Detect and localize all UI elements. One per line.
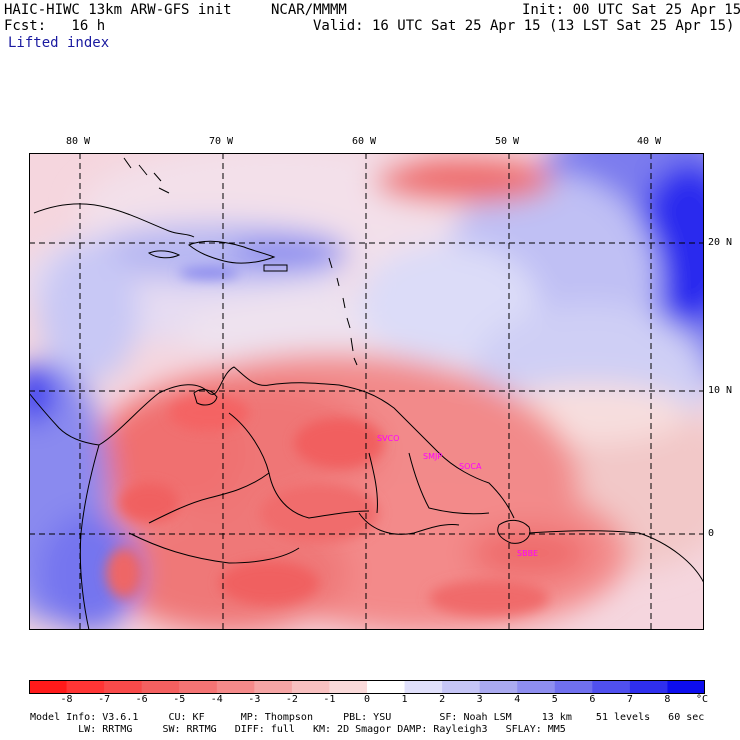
colorbar-tick-label: -5 bbox=[173, 694, 186, 705]
colorbar-swatch bbox=[29, 680, 68, 694]
lat-label-20n: 20 N bbox=[708, 237, 733, 248]
colorbar-tick-label: -7 bbox=[98, 694, 111, 705]
station-svco: SVCO bbox=[377, 434, 399, 443]
lifted-index-map: SVCO SMJP SOCA SBBE bbox=[29, 153, 704, 630]
graticule bbox=[29, 153, 704, 630]
colorbar-tick-label: 0 bbox=[363, 694, 371, 705]
station-soca: SOCA bbox=[459, 462, 482, 471]
colorbar-swatch bbox=[442, 680, 481, 694]
colorbar-tick-label: 1 bbox=[401, 694, 408, 705]
field-detail bbox=[106, 267, 549, 616]
colorbar-swatch bbox=[479, 680, 518, 694]
colorbar-swatch bbox=[141, 680, 180, 694]
colorbar-tick-label: 2 bbox=[439, 694, 446, 705]
colorbar-tick-label: 3 bbox=[476, 694, 483, 705]
lat-label-10n: 10 N bbox=[708, 385, 733, 396]
colorbar-tick-label: 4 bbox=[514, 694, 521, 705]
colorbar-swatch bbox=[254, 680, 293, 694]
colorbar-swatch bbox=[291, 680, 330, 694]
colorbar-swatch bbox=[554, 680, 593, 694]
colorbar-swatch bbox=[216, 680, 255, 694]
lon-label-50w: 50 W bbox=[495, 136, 520, 147]
model-title: HAIC-HIWC 13km ARW-GFS init bbox=[4, 2, 232, 18]
organization-label: NCAR/MMMM bbox=[271, 2, 347, 18]
colorbar-tick-label: -2 bbox=[285, 694, 298, 705]
colorbar-tick-label: -1 bbox=[323, 694, 336, 705]
colorbar-swatch bbox=[629, 680, 668, 694]
colorbar-tick-label: 5 bbox=[551, 694, 558, 705]
colorbar-swatch bbox=[667, 680, 705, 694]
colorbar-swatch bbox=[404, 680, 443, 694]
colorbar-swatch bbox=[367, 680, 406, 694]
colorbar-tick-label: 7 bbox=[626, 694, 633, 705]
lon-label-60w: 60 W bbox=[352, 136, 377, 147]
colorbar-swatch bbox=[329, 680, 368, 694]
station-labels: SVCO SMJP SOCA SBBE bbox=[377, 434, 538, 558]
colorbar-swatch bbox=[104, 680, 143, 694]
colorbar-tick-label: 8 bbox=[664, 694, 671, 705]
colorbar-swatch bbox=[592, 680, 631, 694]
station-sbbe: SBBE bbox=[517, 549, 538, 558]
colorbar-swatch bbox=[517, 680, 556, 694]
map-frame bbox=[29, 153, 704, 630]
lon-label-70w: 70 W bbox=[209, 136, 234, 147]
colorbar-tick-label: 6 bbox=[589, 694, 596, 705]
field-name: Lifted index bbox=[8, 35, 110, 51]
colorbar-swatch bbox=[179, 680, 218, 694]
colorbar-tick-label: -6 bbox=[135, 694, 148, 705]
forecast-hour: Fcst: 16 h bbox=[4, 18, 106, 34]
colorbar-frame bbox=[29, 680, 705, 694]
valid-time: Valid: 16 UTC Sat 25 Apr 15 (13 LST Sat … bbox=[313, 18, 735, 34]
colorbar bbox=[29, 680, 705, 694]
model-info-line1: Model Info: V3.6.1 CU: KF MP: Thompson P… bbox=[30, 712, 705, 723]
colorbar-swatch bbox=[66, 680, 105, 694]
model-info-line2: LW: RRTMG SW: RRTMG DIFF: full KM: 2D Sm… bbox=[30, 724, 566, 735]
colorbar-tick-label: -4 bbox=[210, 694, 223, 705]
init-time: Init: 00 UTC Sat 25 Apr 15 bbox=[522, 2, 740, 18]
lon-label-80w: 80 W bbox=[66, 136, 91, 147]
colorbar-tick-label: -8 bbox=[60, 694, 73, 705]
colorbar-tick-label: -3 bbox=[248, 694, 261, 705]
lon-label-40w: 40 W bbox=[637, 136, 662, 147]
coastlines bbox=[29, 157, 704, 630]
station-smjp: SMJP bbox=[423, 452, 442, 461]
colorbar-unit: °C bbox=[696, 694, 709, 705]
lat-label-equator: 0 bbox=[708, 528, 715, 539]
map-canvas: SVCO SMJP SOCA SBBE bbox=[29, 153, 704, 630]
